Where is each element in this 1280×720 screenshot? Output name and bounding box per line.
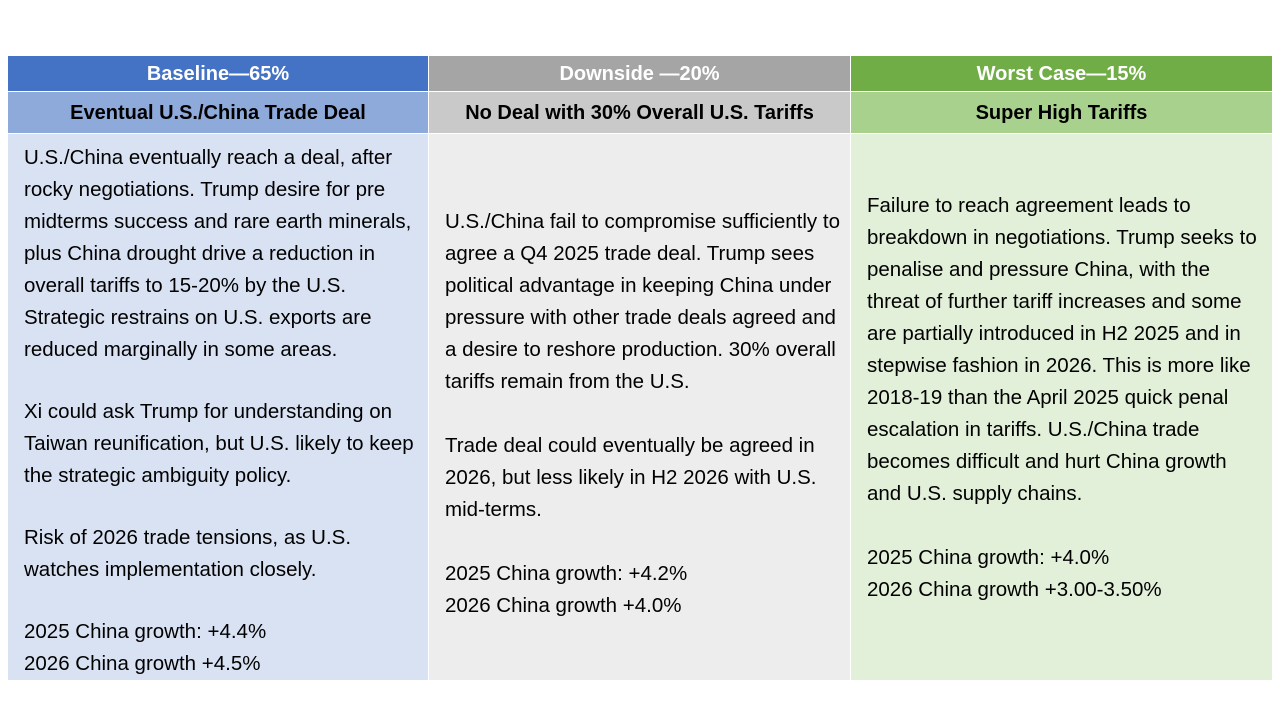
downside-growth-2025: 2025 China growth: +4.2% — [445, 562, 688, 585]
baseline-column: Baseline—65% Eventual U.S./China Trade D… — [8, 56, 429, 680]
downside-subheader: No Deal with 30% Overall U.S. Tariffs — [429, 92, 851, 134]
baseline-body: U.S./China eventually reach a deal, afte… — [8, 134, 429, 680]
worst-case-column: Worst Case—15% Super High Tariffs Failur… — [851, 56, 1273, 680]
worst-case-subheader: Super High Tariffs — [851, 92, 1273, 134]
baseline-header: Baseline—65% — [8, 56, 429, 92]
baseline-paragraph-2: Xi could ask Trump for understanding on … — [24, 400, 414, 487]
downside-column: Downside —20% No Deal with 30% Overall U… — [429, 56, 851, 680]
baseline-paragraph-1: U.S./China eventually reach a deal, afte… — [24, 146, 412, 361]
worst-case-body: Failure to reach agreement leads to brea… — [851, 134, 1273, 680]
scenario-table: Baseline—65% Eventual U.S./China Trade D… — [8, 56, 1273, 680]
worst-case-paragraph-1: Failure to reach agreement leads to brea… — [867, 194, 1257, 505]
downside-body: U.S./China fail to compromise sufficient… — [429, 134, 851, 680]
baseline-growth-2025: 2025 China growth: +4.4% — [24, 620, 267, 643]
baseline-paragraph-3: Risk of 2026 trade tensions, as U.S. wat… — [24, 526, 352, 581]
worst-case-growth-2025: 2025 China growth: +4.0% — [867, 546, 1110, 569]
downside-paragraph-2: Trade deal could eventually be agreed in… — [445, 434, 817, 521]
worst-case-header: Worst Case—15% — [851, 56, 1273, 92]
baseline-growth-2026: 2026 China growth +4.5% — [24, 652, 261, 675]
downside-growth-2026: 2026 China growth +4.0% — [445, 594, 682, 617]
downside-paragraph-1: U.S./China fail to compromise sufficient… — [445, 210, 840, 393]
downside-header: Downside —20% — [429, 56, 851, 92]
worst-case-growth-2026: 2026 China growth +3.00-3.50% — [867, 578, 1162, 601]
baseline-subheader: Eventual U.S./China Trade Deal — [8, 92, 429, 134]
